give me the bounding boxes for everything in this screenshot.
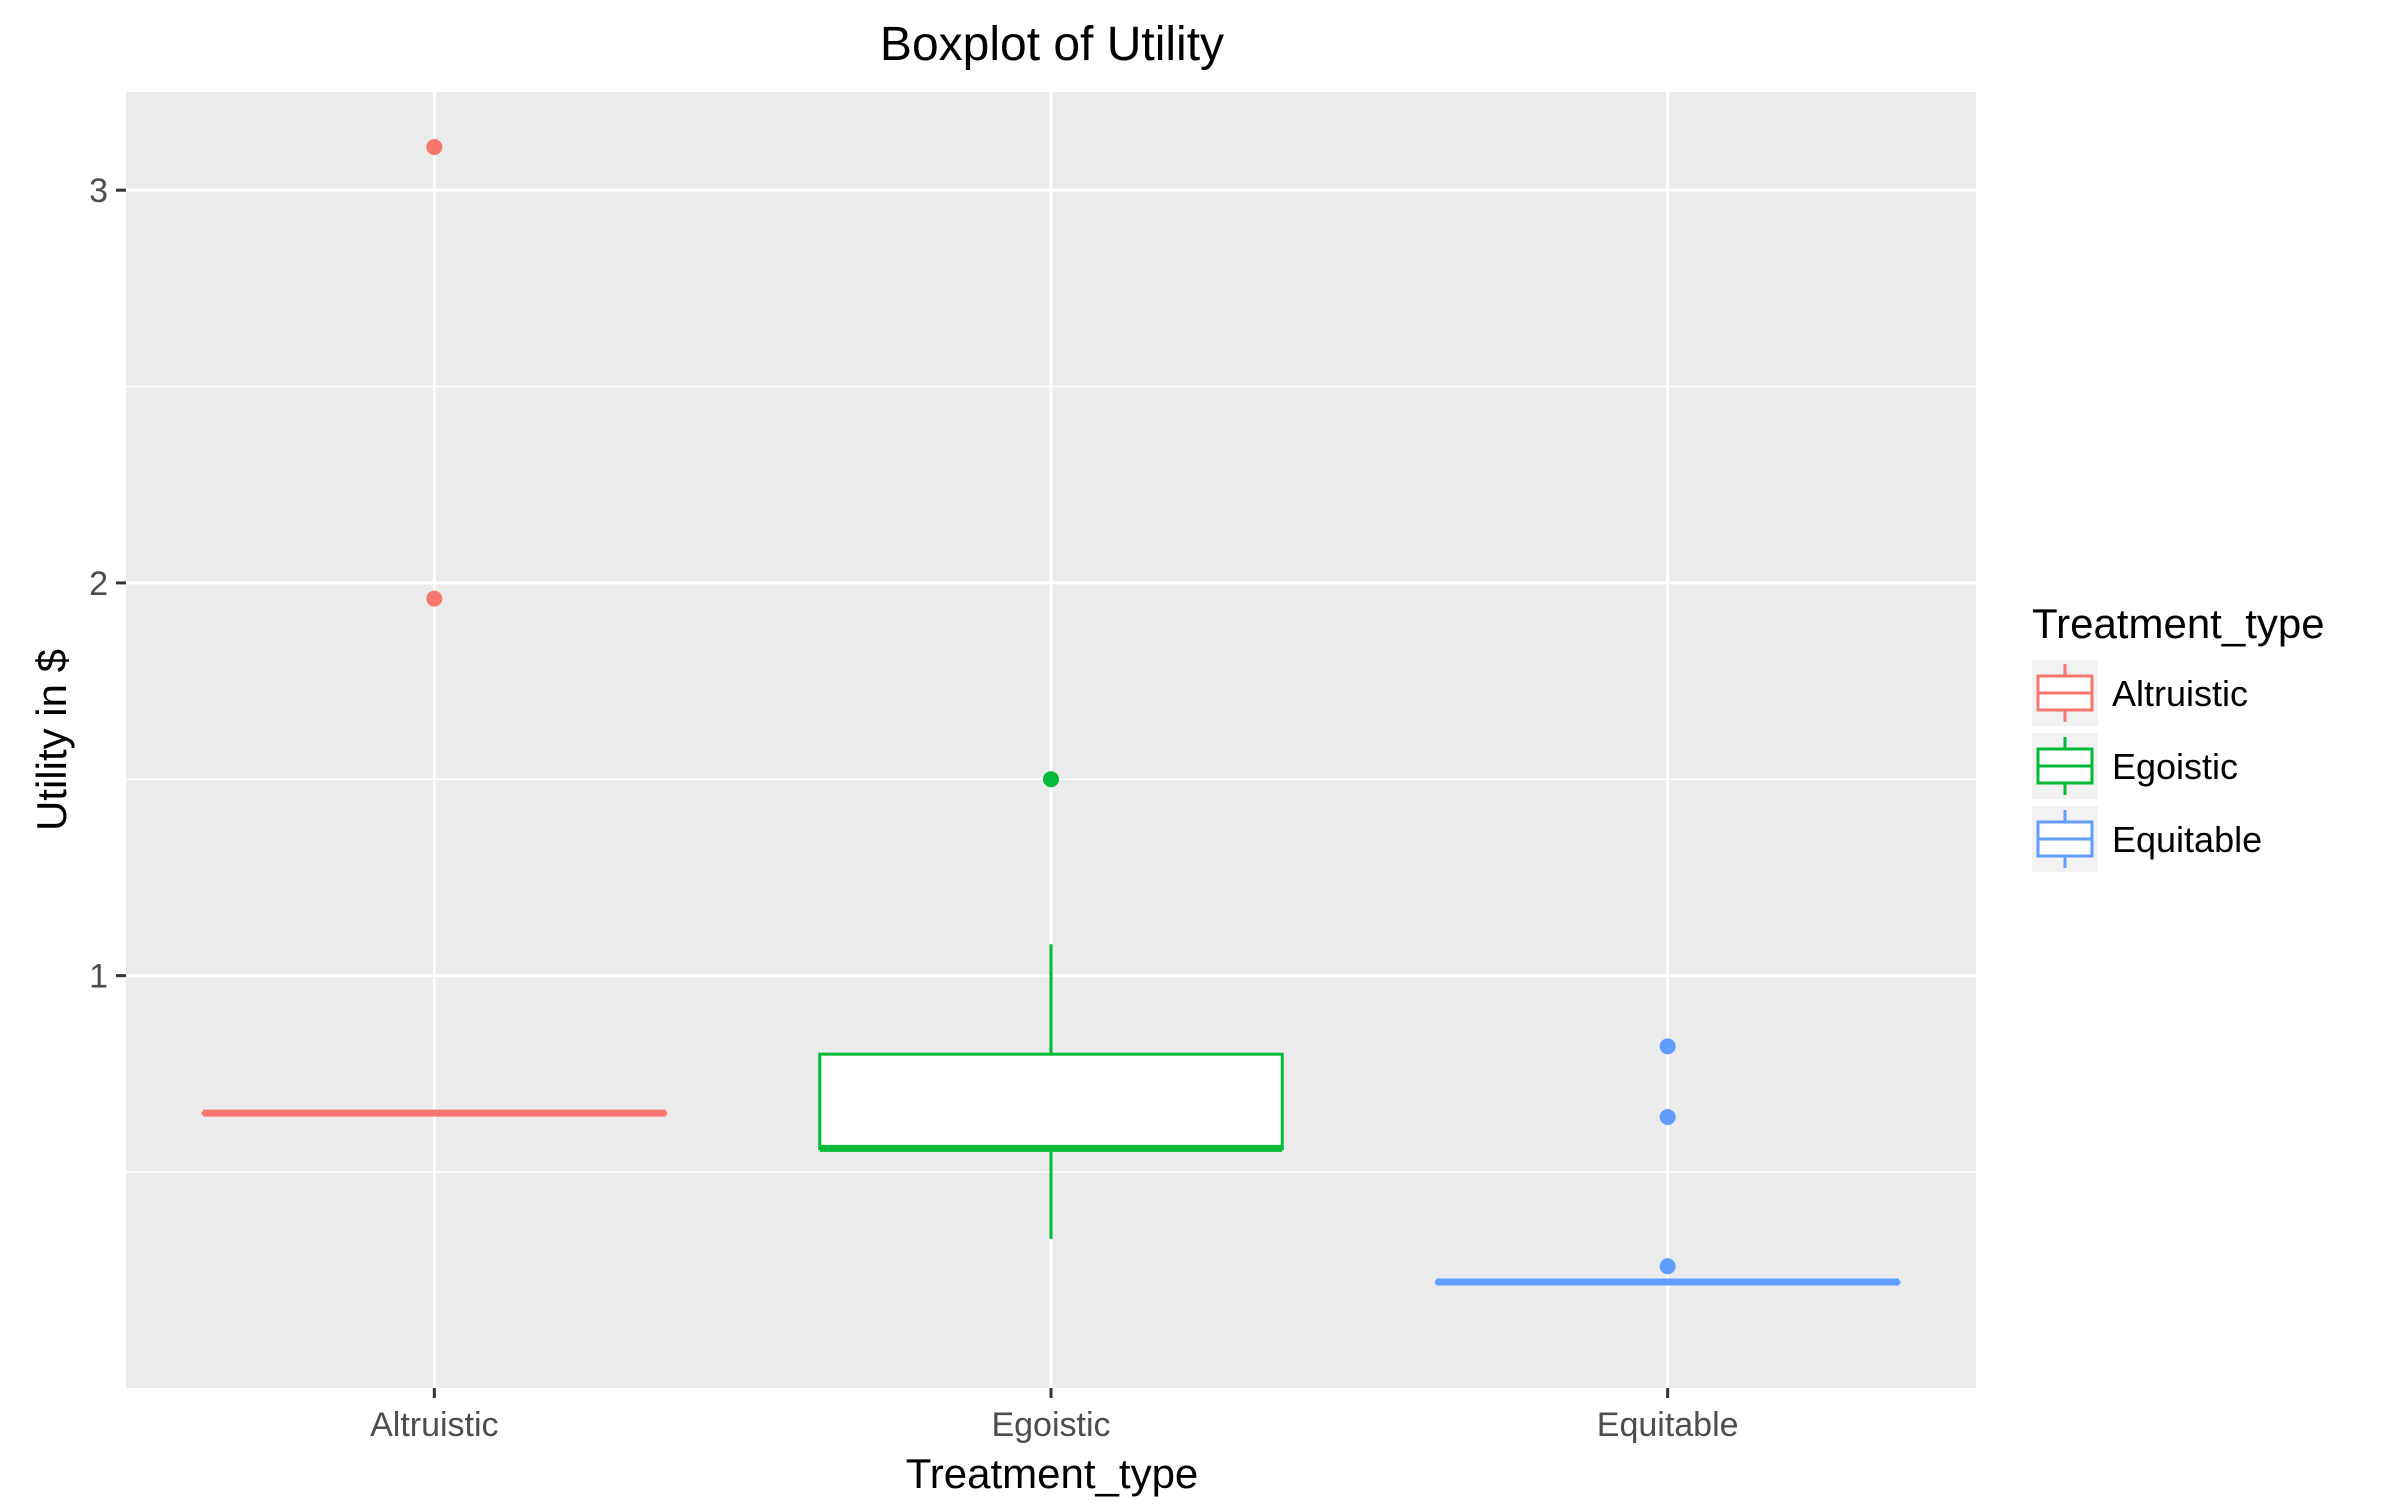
outlier-point — [1659, 1109, 1676, 1126]
x-tick-label: Egoistic — [991, 1406, 1110, 1444]
y-axis-label: Utility in $ — [28, 649, 75, 831]
outlier-point — [1659, 1038, 1676, 1055]
outlier-point — [1659, 1258, 1676, 1275]
x-axis-label: Treatment_type — [906, 1450, 1199, 1497]
y-axis-ticks: 1 2 3 — [89, 172, 126, 996]
x-axis-ticks: Altruistic Egoistic Equitable — [370, 1388, 1739, 1444]
legend-title: Treatment_type — [2032, 600, 2325, 647]
box-group-egoistic — [818, 771, 1284, 1239]
y-tick-label: 3 — [89, 172, 108, 210]
legend-item-egoistic: Egoistic — [2032, 733, 2238, 799]
box — [818, 1052, 1284, 1150]
y-tick-label: 1 — [89, 958, 108, 996]
x-tick-label: Altruistic — [370, 1406, 498, 1444]
y-tick-label: 2 — [89, 565, 108, 603]
legend-item-altruistic: Altruistic — [2032, 660, 2248, 726]
x-tick-label: Equitable — [1597, 1406, 1739, 1444]
outlier-point — [1043, 771, 1059, 788]
legend: Treatment_type Altruistic Egoistic Equitab… — [2032, 600, 2325, 872]
legend-label: Egoistic — [2112, 746, 2238, 787]
outlier-point — [426, 590, 443, 607]
legend-item-equitable: Equitable — [2032, 806, 2262, 872]
legend-label: Equitable — [2112, 819, 2262, 860]
box-group-equitable — [1434, 1038, 1901, 1286]
boxplot-marks — [201, 138, 1901, 1286]
chart-title: Boxplot of Utility — [880, 18, 1224, 71]
legend-label: Altruistic — [2112, 673, 2248, 714]
outlier-point — [426, 138, 443, 155]
box-group-altruistic — [201, 138, 668, 1117]
